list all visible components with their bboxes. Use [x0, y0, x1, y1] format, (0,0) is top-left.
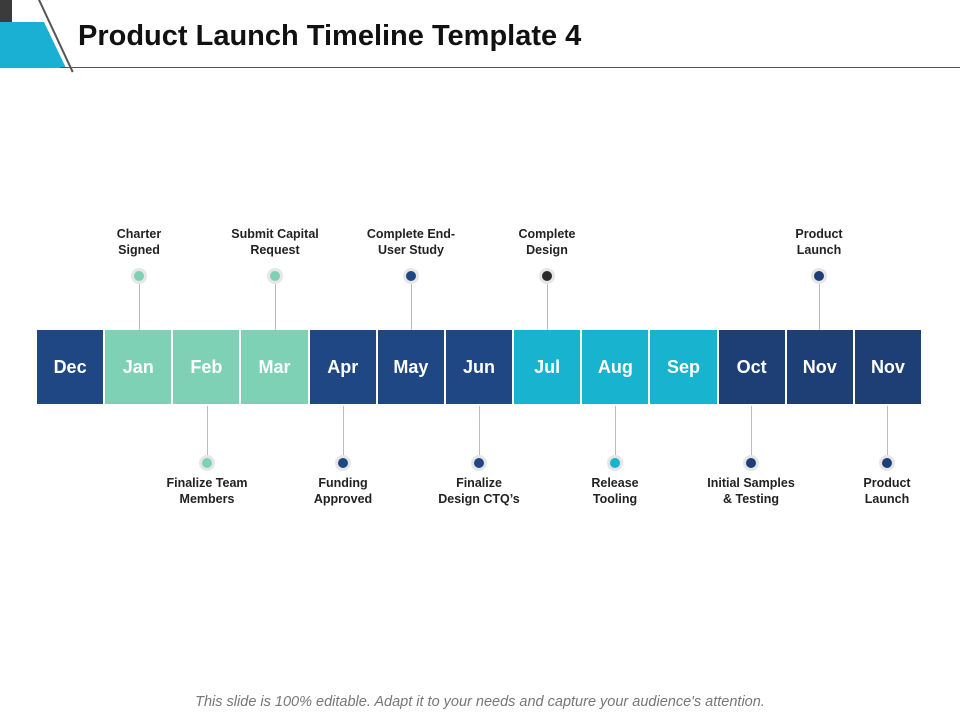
milestone-dot-icon — [338, 458, 348, 468]
month-cell-nov: Nov — [786, 330, 855, 404]
milestone-connector — [479, 406, 480, 458]
milestone-dot-icon — [474, 458, 484, 468]
month-cell-aug: Aug — [582, 330, 651, 404]
milestone-dot-icon — [610, 458, 620, 468]
milestone-label: Release Tooling — [555, 475, 675, 507]
milestone-dot-icon — [746, 458, 756, 468]
milestone-label-line2: Launch — [864, 492, 910, 506]
footer-note: This slide is 100% editable. Adapt it to… — [195, 694, 765, 710]
milestone-top-4: Product Launch — [759, 226, 879, 330]
milestone-label-line2: Design CTQ’s — [438, 492, 520, 506]
milestone-label-line1: Product — [795, 227, 843, 241]
title-underline — [60, 67, 960, 68]
milestone-top-1: Submit Capital Request — [215, 226, 335, 330]
milestone-label: Funding Approved — [283, 475, 403, 507]
milestone-label: Charter Signed — [79, 226, 199, 258]
milestone-label-line1: Product — [863, 476, 911, 490]
corner-teal-accent — [0, 22, 66, 68]
milestone-label-line2: Launch — [796, 243, 842, 257]
milestone-bottom-4: Initial Samples & Testing — [691, 404, 811, 510]
milestone-connector — [275, 281, 276, 330]
corner-dark-tab — [0, 0, 12, 22]
month-cell-dec: Dec — [37, 330, 106, 404]
milestone-label-line2: Tooling — [592, 492, 638, 506]
timeline-bar: Dec Jan Feb Mar Apr May Jun Jul Aug Sep Oct Nov Nov — [37, 330, 922, 404]
milestone-label-line1: Finalize — [456, 476, 502, 490]
milestone-dot-icon — [134, 271, 144, 281]
milestone-connector — [547, 281, 548, 330]
milestone-label-line1: Complete End- — [366, 227, 456, 241]
month-cell-sep: Sep — [650, 330, 719, 404]
milestone-connector — [343, 406, 344, 458]
milestone-label: Product Launch — [827, 475, 947, 507]
page-title: Product Launch Timeline Template 4 — [78, 20, 582, 52]
milestone-label-line2: Approved — [313, 492, 373, 506]
month-cell-apr: Apr — [309, 330, 378, 404]
milestone-connector — [751, 406, 752, 458]
milestone-connector — [139, 281, 140, 330]
milestone-dot-icon — [270, 271, 280, 281]
month-cell-mar: Mar — [241, 330, 310, 404]
milestone-label-line2: Request — [250, 243, 300, 257]
month-cell-jun: Jun — [445, 330, 515, 404]
milestone-connector — [819, 281, 820, 330]
month-cell-feb: Feb — [173, 330, 242, 404]
milestone-top-2: Complete End- User Study — [351, 226, 471, 330]
milestone-label-line2: Signed — [118, 243, 160, 257]
month-cell-nov: Nov — [854, 330, 922, 404]
milestone-bottom-1: Funding Approved — [283, 404, 403, 510]
milestone-top-0: Charter Signed — [79, 226, 199, 330]
milestone-label-line1: Submit Capital — [231, 227, 319, 241]
month-cell-may: May — [377, 330, 446, 404]
milestone-connector — [207, 406, 208, 458]
milestone-label-line1: Funding — [318, 476, 368, 490]
milestone-label: Initial Samples & Testing — [691, 475, 811, 507]
milestone-label-line2: Members — [179, 492, 235, 506]
milestone-label-line2: & Testing — [722, 492, 780, 506]
milestone-label-line2: Design — [526, 243, 568, 257]
milestone-bottom-3: Release Tooling — [555, 404, 675, 510]
milestone-label-line1: Finalize Team — [166, 476, 248, 490]
milestone-top-3: Complete Design — [487, 226, 607, 330]
milestone-connector — [887, 406, 888, 458]
milestone-label-line1: Complete — [518, 227, 576, 241]
milestone-label: Product Launch — [759, 226, 879, 258]
milestone-label: Submit Capital Request — [215, 226, 335, 258]
milestone-bottom-0: Finalize Team Members — [147, 404, 267, 510]
milestone-label-line1: Release — [591, 476, 639, 490]
milestone-label-line2: User Study — [378, 243, 444, 257]
milestone-label-line1: Initial Samples — [707, 476, 795, 490]
milestone-dot-icon — [542, 271, 552, 281]
milestone-label: Complete Design — [487, 226, 607, 258]
milestone-label: Complete End- User Study — [351, 226, 471, 258]
milestone-bottom-2: Finalize Design CTQ’s — [419, 404, 539, 510]
milestone-bottom-5: Product Launch — [827, 404, 947, 510]
month-cell-oct: Oct — [718, 330, 787, 404]
milestone-dot-icon — [814, 271, 824, 281]
milestone-connector — [411, 281, 412, 330]
milestone-label: Finalize Design CTQ’s — [419, 475, 539, 507]
milestone-connector — [615, 406, 616, 458]
month-cell-jul: Jul — [514, 330, 583, 404]
milestone-label-line1: Charter — [116, 227, 162, 241]
milestone-dot-icon — [882, 458, 892, 468]
milestone-dot-icon — [406, 271, 416, 281]
milestone-label: Finalize Team Members — [147, 475, 267, 507]
month-cell-jan: Jan — [105, 330, 174, 404]
milestone-dot-icon — [202, 458, 212, 468]
